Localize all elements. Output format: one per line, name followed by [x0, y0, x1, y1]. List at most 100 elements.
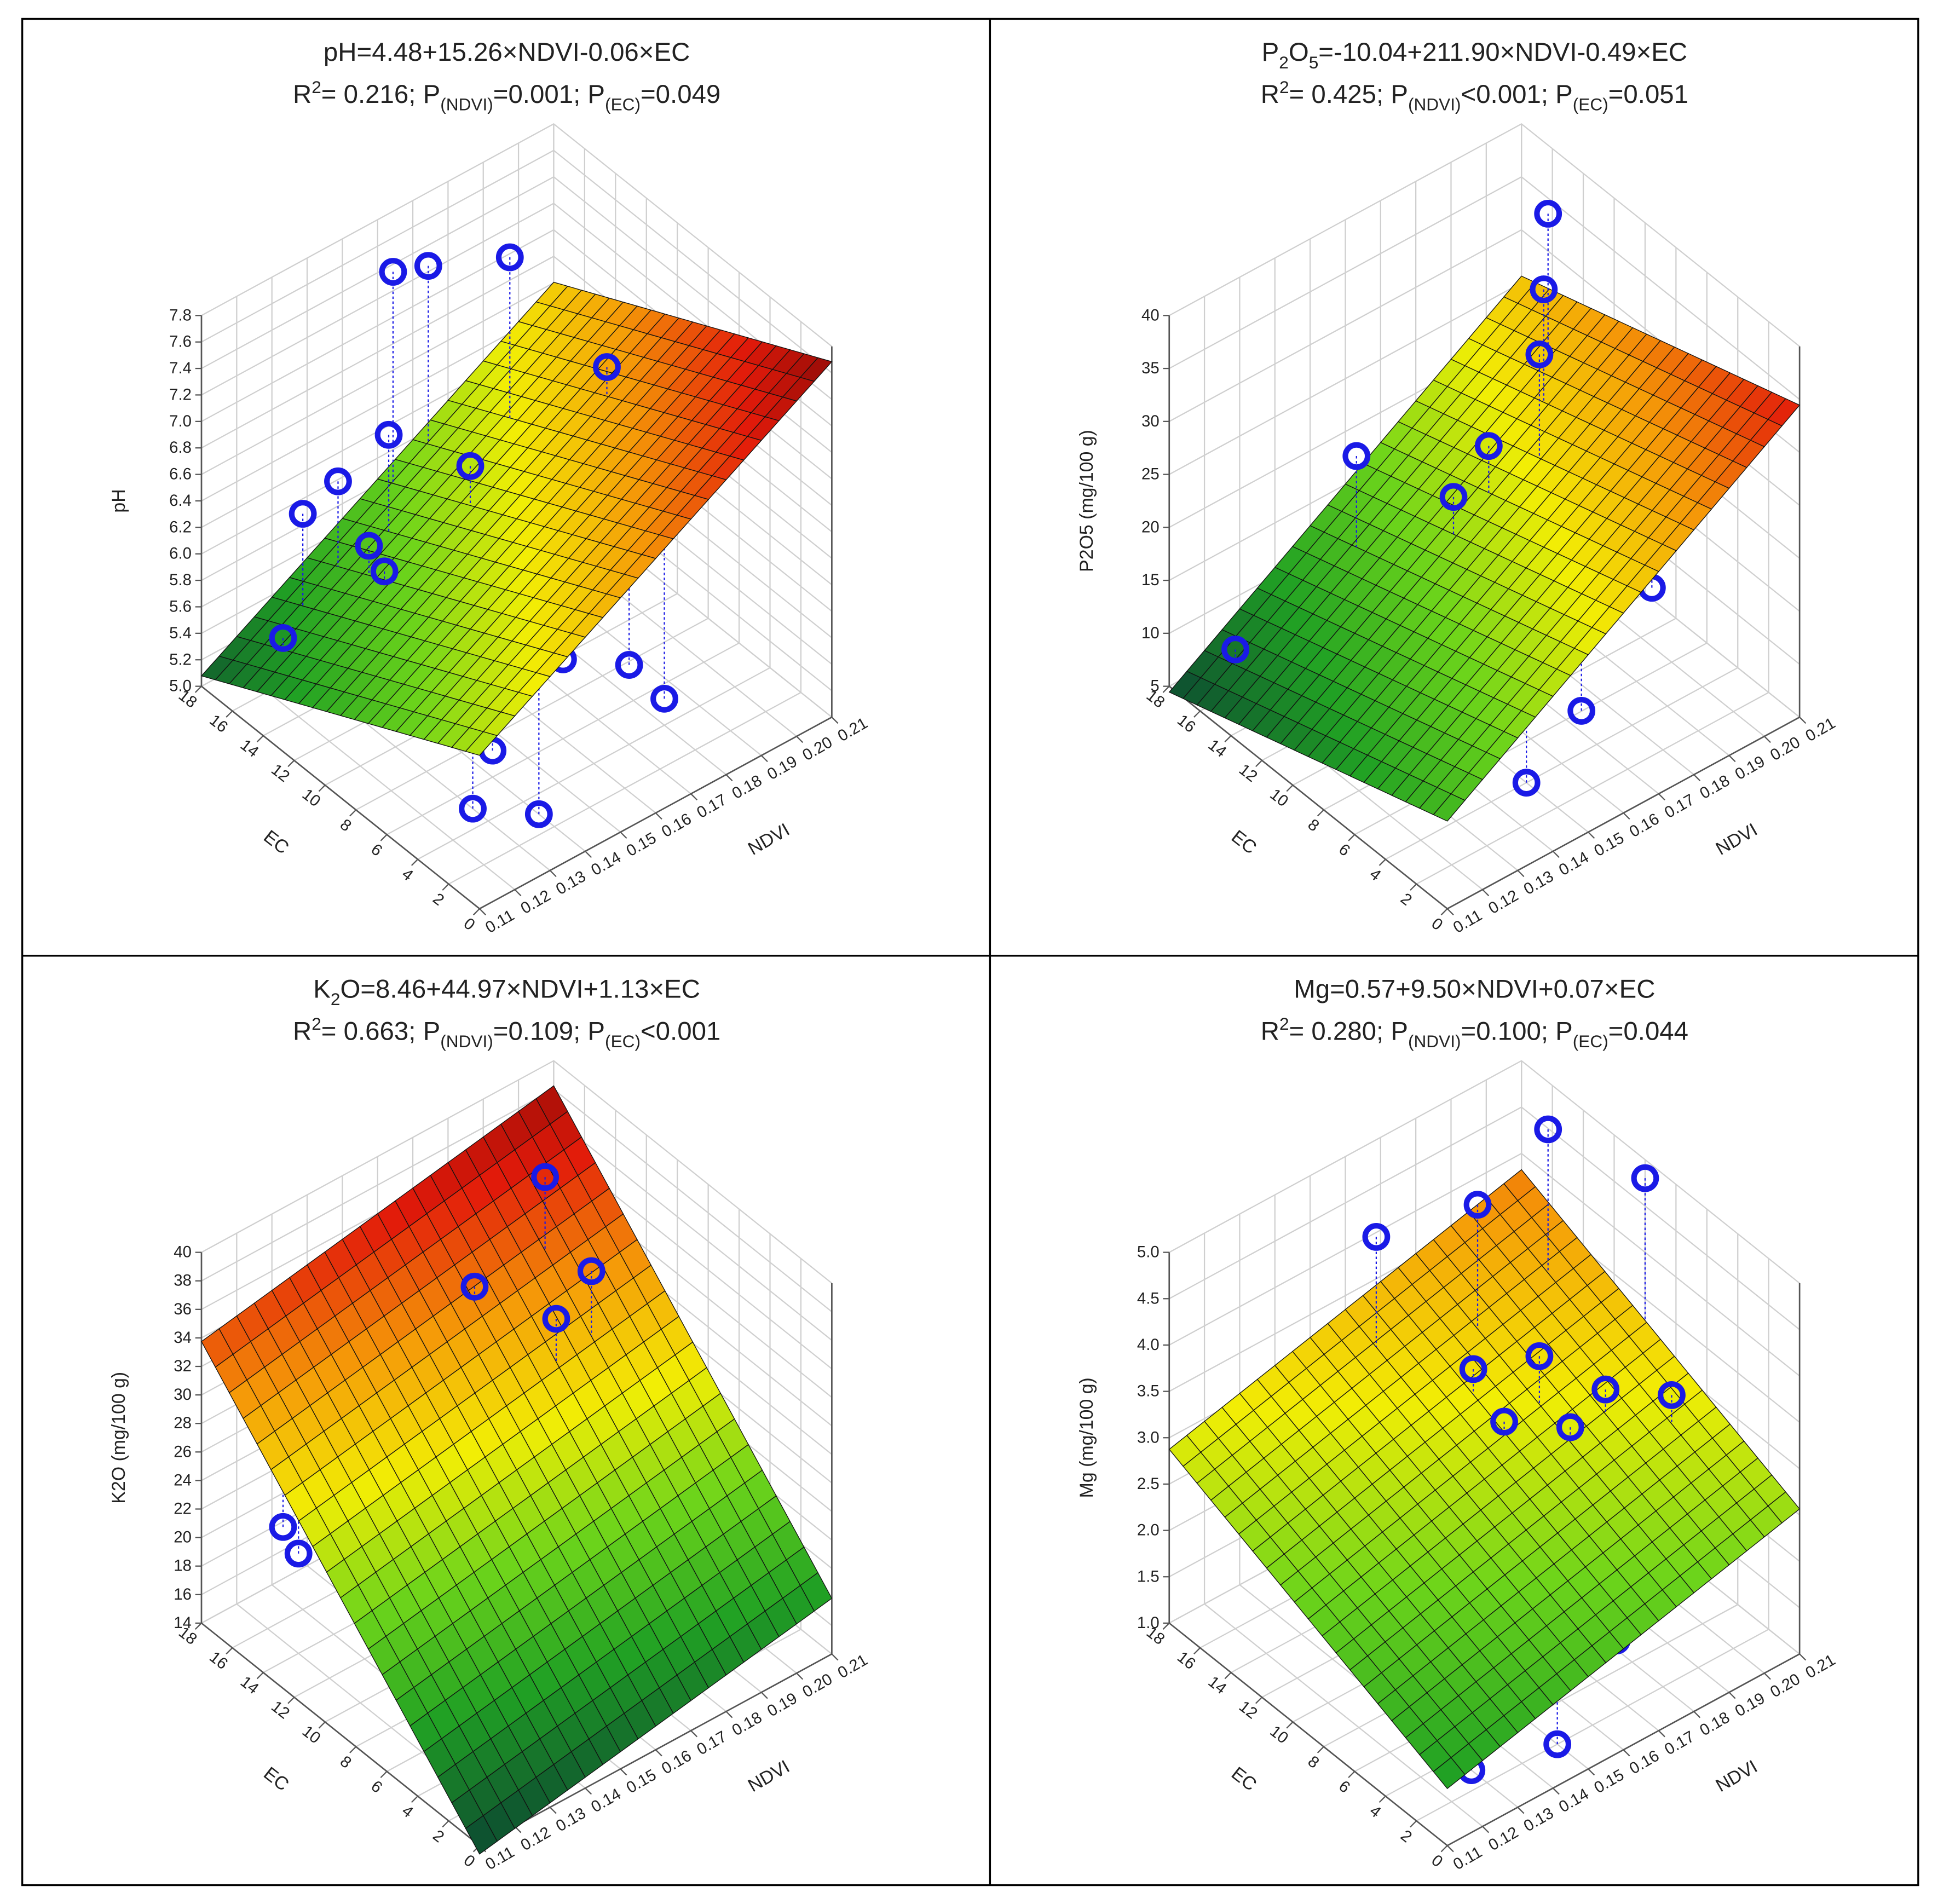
data-point [650, 684, 678, 713]
tick-mark [655, 812, 662, 820]
tick-mark [226, 1647, 233, 1655]
tick-mark [1317, 809, 1324, 817]
chart-title: Mg=0.57+9.50×NDVI+0.07×EC [1294, 975, 1655, 1004]
tick-mark [318, 784, 326, 792]
z-tick-label: 20 [1141, 518, 1160, 536]
y-tick-label: 14 [237, 736, 262, 761]
title-part: pH=4.48+15.26×NDVI-0.06×EC [324, 38, 690, 67]
tick-mark [380, 1771, 388, 1778]
data-point [1534, 1115, 1562, 1144]
title-part: (EC) [1573, 95, 1608, 114]
tick-mark [1446, 1845, 1454, 1853]
title-part: K [313, 975, 331, 1004]
tick-mark [1286, 784, 1294, 792]
tick-mark [1255, 760, 1262, 768]
tick-mark [1517, 1807, 1525, 1814]
y-tick-label: 0 [1428, 1851, 1446, 1871]
y-tick-label: 10 [299, 1722, 324, 1747]
z-tick-label: 6.6 [169, 465, 192, 483]
tick-mark [1693, 774, 1701, 782]
tick-mark [1693, 1711, 1701, 1718]
z-tick-label: 6.0 [169, 545, 192, 563]
tick-mark [620, 1768, 627, 1776]
x-tick-label: 0.13 [1520, 1804, 1556, 1835]
tick-mark [1623, 812, 1630, 820]
x-tick-label: 0.15 [1591, 829, 1627, 860]
data-point [577, 1257, 605, 1285]
data-point [456, 452, 484, 480]
x-tick-label: 0.17 [1662, 791, 1698, 822]
data-point [1362, 1222, 1391, 1251]
x-tick-label: 0.14 [588, 848, 624, 879]
title-part: 2 [1279, 77, 1289, 97]
data-point [1490, 1407, 1518, 1436]
tick-mark [1410, 1820, 1417, 1828]
tick-mark [1224, 735, 1232, 742]
chart-panel: Mg=0.57+9.50×NDVI+0.07×EC R2​= 0.280; P(N… [1076, 975, 1838, 1874]
x-tick-label: 0.14 [1556, 1785, 1592, 1816]
x-tick-label: 0.21 [1802, 1651, 1838, 1682]
data-point [1512, 769, 1541, 797]
tick-mark [1440, 1845, 1448, 1853]
data-point [269, 624, 297, 652]
z-tick-label: 30 [1141, 412, 1160, 430]
x-tick-label: 0.20 [1767, 733, 1803, 764]
tick-mark [1658, 1730, 1665, 1738]
tick-mark [380, 834, 388, 841]
data-point [1525, 341, 1554, 368]
title-part: O [1289, 38, 1309, 67]
z-tick-label: 30 [174, 1386, 192, 1404]
data-point [495, 243, 524, 272]
data-point [379, 258, 407, 286]
data-point [289, 500, 317, 528]
x-tick-label: 0.19 [764, 752, 800, 783]
data-point [1439, 483, 1468, 511]
x-tick-label: 0.15 [623, 1765, 659, 1797]
y-tick-label: 0 [460, 1851, 478, 1871]
title-part: =0.051 [1608, 80, 1688, 109]
title-part: R [1261, 80, 1279, 109]
tick-mark [472, 908, 480, 916]
x-tick-label: 0.15 [1591, 1765, 1627, 1797]
surface-cell [465, 731, 498, 756]
z-tick-label: 26 [174, 1443, 192, 1461]
x-tick-label: 0.12 [517, 886, 553, 918]
tick-mark [226, 710, 233, 718]
y-tick-label: 0 [460, 914, 478, 934]
tick-mark [1552, 1787, 1560, 1795]
z-tick-label: 28 [174, 1414, 192, 1432]
grid-line [201, 1060, 833, 1284]
x-tick-label: 0.11 [1450, 1843, 1485, 1873]
chart-panel: P2​O5​=-10.04+211.90×NDVI-0.49×EC R2​= 0.… [1076, 38, 1838, 937]
z-tick-label: 5.4 [169, 624, 192, 642]
z-tick-label: 10 [1141, 624, 1160, 642]
x-tick-label: 0.11 [482, 906, 517, 937]
z-axis-title: P2O5 (mg/100 g) [1076, 430, 1097, 572]
title-part: = 0.663; P [321, 1017, 440, 1046]
tick-mark [1517, 870, 1525, 878]
data-point [1591, 1375, 1620, 1404]
tick-mark [1482, 889, 1490, 897]
z-tick-label: 25 [1141, 465, 1160, 483]
tick-mark [1440, 908, 1448, 916]
tick-mark [1764, 1672, 1771, 1680]
z-axis-title: K2O (mg/100 g) [108, 1372, 129, 1504]
z-tick-label: 4.0 [1137, 1336, 1160, 1354]
tick-mark [1728, 755, 1736, 763]
z-tick-label: 6.8 [169, 439, 192, 457]
z-tick-label: 5 [1150, 677, 1159, 695]
tick-mark [479, 908, 487, 916]
data-point [459, 794, 487, 823]
tick-mark [442, 1820, 449, 1828]
chart-title: P2​O5​=-10.04+211.90×NDVI-0.49×EC [1262, 38, 1687, 72]
y-axis-title: EC [1227, 1763, 1260, 1795]
z-tick-label: 6.2 [169, 518, 192, 536]
tick-mark [1286, 1721, 1294, 1729]
grid-line [1169, 1060, 1800, 1284]
tick-mark [411, 858, 418, 866]
x-tick-label: 0.16 [659, 1746, 695, 1778]
z-tick-label: 5.0 [1137, 1243, 1160, 1261]
z-tick-label: 7.6 [169, 333, 192, 351]
tick-mark [1224, 1672, 1232, 1680]
data-point [284, 1539, 313, 1568]
